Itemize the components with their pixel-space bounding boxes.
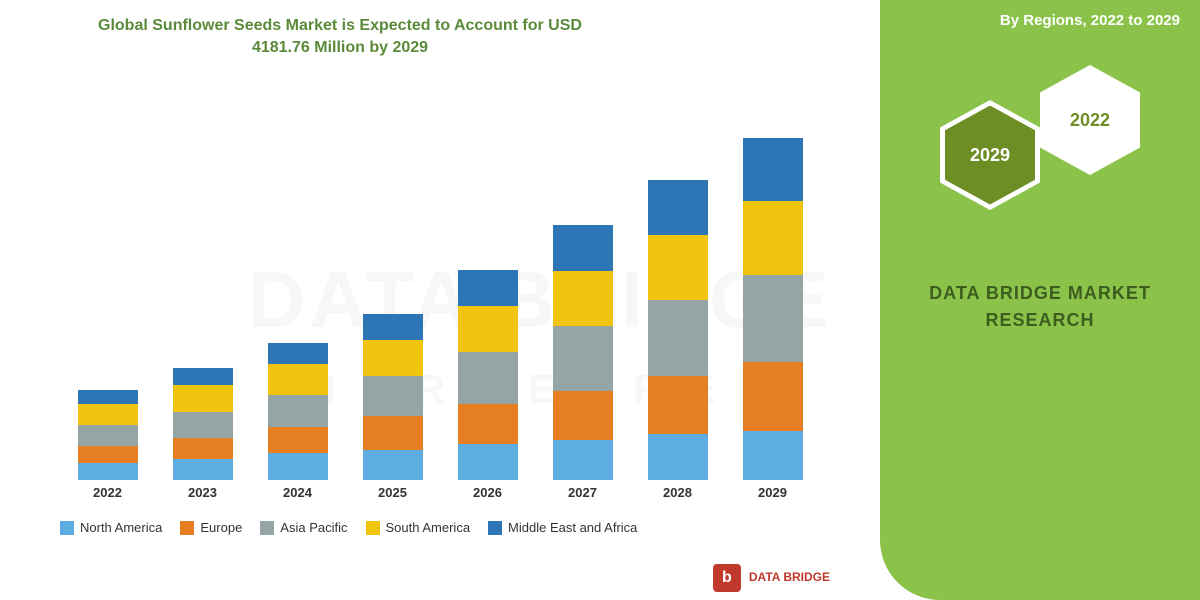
legend-swatch — [366, 521, 380, 535]
bar-stack — [648, 180, 708, 480]
bar-segment-north-america — [458, 444, 518, 480]
bar-segment-north-america — [553, 440, 613, 480]
legend-swatch — [180, 521, 194, 535]
bar-segment-middle-east-and-africa — [648, 180, 708, 235]
bar-segment-south-america — [363, 340, 423, 376]
bar-group-2026 — [453, 270, 523, 480]
chart-title: Global Sunflower Seeds Market is Expecte… — [80, 15, 600, 60]
right-panel-subtitle: By Regions, 2022 to 2029 — [1000, 12, 1180, 29]
bar-segment-asia-pacific — [648, 300, 708, 376]
bar-segment-middle-east-and-africa — [743, 138, 803, 201]
bar-group-2028 — [643, 180, 713, 480]
bar-segment-south-america — [743, 201, 803, 275]
bar-segment-middle-east-and-africa — [78, 390, 138, 404]
x-label: 2023 — [168, 485, 238, 500]
right-panel: By Regions, 2022 to 2029 2029 2022 DATA … — [880, 0, 1200, 600]
bar-stack — [78, 390, 138, 480]
x-label: 2025 — [358, 485, 428, 500]
bar-segment-north-america — [268, 453, 328, 480]
legend-label: Europe — [200, 520, 242, 535]
legend-label: Asia Pacific — [280, 520, 347, 535]
bar-segment-middle-east-and-africa — [268, 343, 328, 364]
bar-segment-south-america — [553, 271, 613, 326]
legend-item-north-america: North America — [60, 520, 162, 535]
bar-group-2027 — [548, 225, 618, 480]
x-label: 2028 — [643, 485, 713, 500]
hexagon-2029: 2029 — [940, 100, 1040, 210]
legend-label: North America — [80, 520, 162, 535]
legend-item-south-america: South America — [366, 520, 471, 535]
bar-segment-north-america — [78, 463, 138, 480]
bar-group-2025 — [358, 314, 428, 480]
footer-logo-text: DATA BRIDGE — [749, 571, 830, 584]
bar-segment-asia-pacific — [268, 395, 328, 427]
bar-segment-middle-east-and-africa — [553, 225, 613, 271]
bar-segment-north-america — [743, 431, 803, 480]
legend-label: Middle East and Africa — [508, 520, 637, 535]
bar-segment-middle-east-and-africa — [363, 314, 423, 341]
bar-segment-europe — [78, 446, 138, 463]
bar-group-2022 — [73, 390, 143, 480]
x-label: 2029 — [738, 485, 808, 500]
bar-segment-asia-pacific — [173, 412, 233, 439]
brand-line2: RESEARCH — [985, 310, 1094, 330]
bar-segment-north-america — [363, 450, 423, 480]
bar-group-2024 — [263, 343, 333, 480]
bar-segment-middle-east-and-africa — [458, 270, 518, 306]
bars-container — [60, 80, 820, 480]
legend: North America Europe Asia Pacific South Ame… — [60, 520, 860, 535]
legend-swatch — [60, 521, 74, 535]
bar-segment-south-america — [78, 404, 138, 425]
bar-stack — [268, 343, 328, 480]
legend-item-middle-east-and-africa: Middle East and Africa — [488, 520, 637, 535]
bar-segment-europe — [743, 362, 803, 430]
bar-segment-middle-east-and-africa — [173, 368, 233, 385]
bar-segment-europe — [648, 376, 708, 435]
bar-segment-asia-pacific — [78, 425, 138, 446]
hex-label-2029: 2029 — [970, 145, 1010, 166]
legend-swatch — [488, 521, 502, 535]
legend-swatch — [260, 521, 274, 535]
legend-item-asia-pacific: Asia Pacific — [260, 520, 347, 535]
hex-label-2022: 2022 — [1070, 110, 1110, 131]
bar-segment-asia-pacific — [458, 352, 518, 404]
bar-segment-europe — [553, 391, 613, 440]
legend-item-europe: Europe — [180, 520, 242, 535]
bar-segment-asia-pacific — [363, 376, 423, 416]
bar-group-2029 — [738, 138, 808, 480]
bar-segment-south-america — [648, 235, 708, 300]
x-label: 2026 — [453, 485, 523, 500]
bar-stack — [458, 270, 518, 480]
bar-stack — [173, 368, 233, 480]
x-label: 2024 — [263, 485, 333, 500]
bar-segment-europe — [268, 427, 328, 454]
bar-group-2023 — [168, 368, 238, 480]
x-label: 2027 — [548, 485, 618, 500]
bar-segment-south-america — [173, 385, 233, 412]
bar-stack — [743, 138, 803, 480]
bar-segment-asia-pacific — [743, 275, 803, 362]
bar-segment-europe — [363, 416, 423, 449]
legend-label: South America — [386, 520, 471, 535]
footer-logo: b DATA BRIDGE — [713, 564, 830, 592]
footer-logo-icon: b — [713, 564, 741, 592]
brand-text: DATA BRIDGE MARKET RESEARCH — [880, 280, 1200, 334]
bar-segment-europe — [173, 438, 233, 459]
chart-area — [60, 80, 820, 480]
x-label: 2022 — [73, 485, 143, 500]
bar-segment-south-america — [458, 306, 518, 352]
bar-segment-south-america — [268, 364, 328, 394]
hexagon-graphic: 2029 2022 — [920, 60, 1160, 240]
bar-segment-north-america — [173, 459, 233, 480]
bar-segment-north-america — [648, 434, 708, 480]
bar-segment-europe — [458, 404, 518, 444]
brand-line1: DATA BRIDGE MARKET — [929, 283, 1151, 303]
bar-segment-asia-pacific — [553, 326, 613, 391]
hexagon-2022: 2022 — [1040, 65, 1140, 175]
bar-stack — [363, 314, 423, 480]
bar-stack — [553, 225, 613, 480]
x-axis-labels: 2022 2023 2024 2025 2026 2027 2028 2029 — [60, 485, 820, 500]
